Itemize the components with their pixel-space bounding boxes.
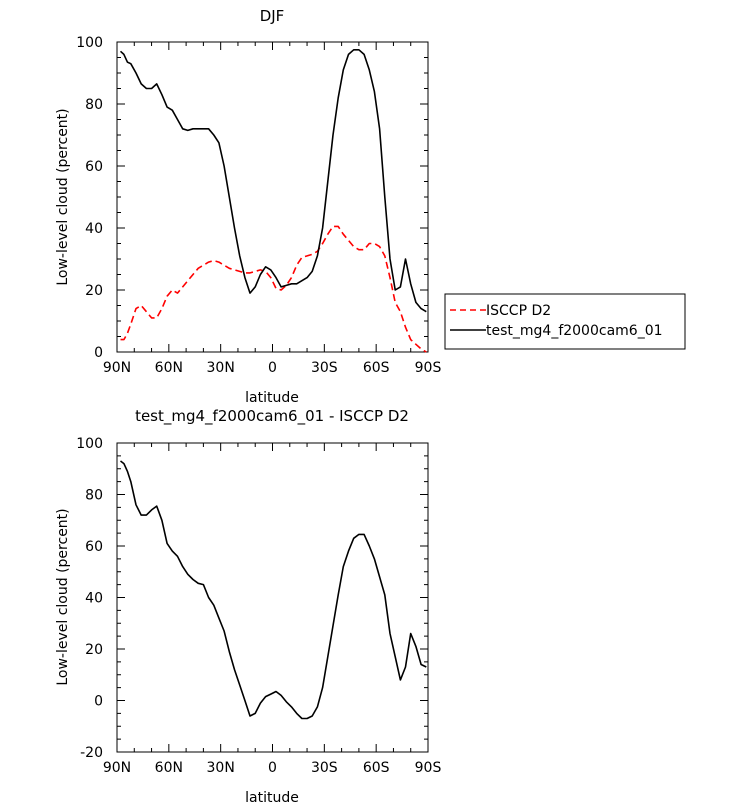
top-panel-djf: DJF Low-level cloud (percent) latitude 9… <box>55 7 441 406</box>
x-axis-label: latitude <box>245 790 299 806</box>
x-tick-label: 30S <box>311 760 338 776</box>
y-axis-label: Low-level cloud (percent) <box>55 108 71 285</box>
panel-title: test_mg4_f2000cam6_01 - ISCCP D2 <box>135 407 409 426</box>
x-tick-label: 60S <box>363 360 390 376</box>
x-tick-label: 30N <box>207 360 235 376</box>
x-tick-label: 0 <box>268 760 277 776</box>
y-tick-label: 40 <box>85 221 103 237</box>
x-tick-label: 90S <box>415 360 442 376</box>
series-line-0 <box>120 225 427 353</box>
x-axis-label: latitude <box>245 390 299 406</box>
legend-label-isccp: ISCCP D2 <box>486 303 551 319</box>
y-tick-label: 60 <box>85 159 103 175</box>
y-tick-label: 20 <box>85 283 103 299</box>
y-tick-label: 40 <box>85 591 103 607</box>
x-tick-label: 30S <box>311 360 338 376</box>
legend-box <box>444 293 686 350</box>
series-line-0 <box>120 460 427 720</box>
y-tick-label: 0 <box>94 694 103 710</box>
series-line-1 <box>119 48 427 313</box>
panel-title: DJF <box>260 7 285 25</box>
legend-label-model: test_mg4_f2000cam6_01 <box>486 323 663 339</box>
x-tick-label: 60S <box>363 760 390 776</box>
x-tick-label: 60N <box>155 760 183 776</box>
plot-frame <box>116 442 429 753</box>
x-tick-label: 90S <box>415 760 442 776</box>
x-tick-label: 90N <box>103 760 131 776</box>
y-tick-label: 100 <box>76 436 103 452</box>
bottom-panel-difference: test_mg4_f2000cam6_01 - ISCCP D2 Low-lev… <box>55 407 441 806</box>
legend: ISCCP D2 test_mg4_f2000cam6_01 <box>444 293 686 350</box>
y-tick-label: 80 <box>85 97 103 113</box>
x-tick-label: 30N <box>207 760 235 776</box>
y-tick-label: 100 <box>76 35 103 51</box>
y-tick-label: 80 <box>85 488 103 504</box>
x-tick-label: 60N <box>155 360 183 376</box>
y-tick-label: -20 <box>80 745 103 761</box>
y-tick-label: 60 <box>85 539 103 555</box>
y-tick-label: 20 <box>85 642 103 658</box>
y-axis-label: Low-level cloud (percent) <box>55 508 71 685</box>
y-tick-label: 0 <box>94 345 103 361</box>
x-tick-label: 90N <box>103 360 131 376</box>
x-tick-label: 0 <box>268 360 277 376</box>
